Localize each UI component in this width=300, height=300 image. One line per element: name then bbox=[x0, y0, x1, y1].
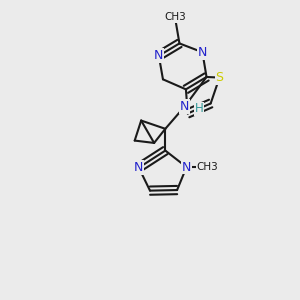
Text: N: N bbox=[198, 46, 207, 59]
Text: N: N bbox=[180, 100, 189, 113]
Text: N: N bbox=[134, 161, 143, 174]
Text: S: S bbox=[215, 71, 223, 84]
Text: CH3: CH3 bbox=[164, 13, 186, 22]
Text: N: N bbox=[154, 49, 164, 62]
Text: CH3: CH3 bbox=[197, 162, 219, 172]
Text: N: N bbox=[180, 100, 189, 113]
Text: N: N bbox=[182, 160, 191, 174]
Text: H: H bbox=[194, 102, 203, 115]
